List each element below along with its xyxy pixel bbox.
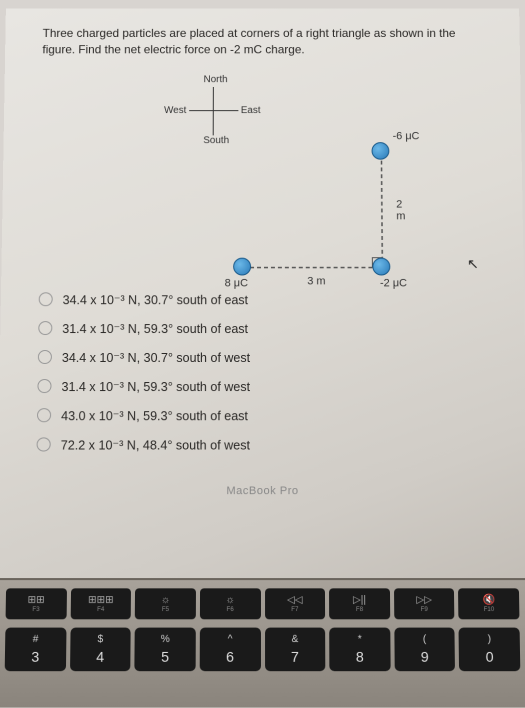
charge-top-label: -6 μC (393, 130, 420, 142)
macbook-label: MacBook Pro (0, 485, 525, 497)
option-item[interactable]: 31.4 x 10⁻³ N, 59.3° south of east (38, 321, 495, 336)
brightness-up-icon: ☼ (225, 595, 234, 606)
key-number: 7 (291, 648, 299, 665)
key-4[interactable]: $ 4 (70, 628, 131, 672)
key-symbol: * (358, 634, 362, 645)
number-key-row: # 3 $ 4 % 5 ^ 6 & 7 * 8 (0, 623, 525, 675)
option-text: 31.4 x 10⁻³ N, 59.3° south of east (62, 321, 248, 336)
fn-key-f7[interactable]: ◁◁ F7 (265, 588, 326, 619)
fn-key-f5[interactable]: ☼ F5 (135, 588, 196, 619)
triangle-lines (243, 150, 382, 268)
key-3[interactable]: # 3 (5, 628, 66, 672)
option-item[interactable]: 34.4 x 10⁻³ N, 30.7° south of west (38, 350, 495, 365)
launchpad-icon: ⊞⊞⊞ (88, 595, 114, 606)
horizontal-dimension: 3 m (307, 275, 325, 287)
option-item[interactable]: 31.4 x 10⁻³ N, 59.3° south of west (37, 379, 495, 394)
charge-bottom-right-label: -2 μC (380, 277, 407, 289)
option-item[interactable]: 43.0 x 10⁻³ N, 59.3° south of east (37, 408, 496, 423)
fn-key-label: F4 (97, 607, 104, 613)
key-symbol: ^ (228, 634, 233, 645)
paper-container: Three charged particles are placed at co… (0, 8, 525, 707)
key-symbol: & (291, 634, 298, 645)
diagram: North South East West -6 μC 8 μC -2 μC 3… (123, 72, 401, 267)
brightness-down-icon: ☼ (161, 595, 170, 606)
triangle-svg (173, 101, 402, 287)
key-6[interactable]: ^ 6 (200, 628, 261, 672)
key-symbol: # (33, 634, 39, 645)
mute-icon: 🔇 (482, 595, 495, 606)
key-0[interactable]: ) 0 (459, 628, 520, 672)
fn-key-label: F9 (421, 607, 428, 613)
fn-key-label: F7 (291, 607, 298, 613)
option-text: 72.2 x 10⁻³ N, 48.4° south of west (61, 437, 250, 452)
charge-top (371, 142, 389, 160)
radio-button[interactable] (37, 408, 51, 422)
key-symbol: ) (488, 634, 492, 645)
radio-button[interactable] (37, 379, 51, 393)
option-item[interactable]: 34.4 x 10⁻³ N, 30.7° south of east (39, 292, 495, 307)
option-text: 34.4 x 10⁻³ N, 30.7° south of east (63, 292, 249, 307)
play-pause-icon: ▷|| (353, 595, 366, 606)
rewind-icon: ◁◁ (287, 595, 303, 606)
key-number: 9 (421, 648, 429, 665)
fn-key-label: F6 (227, 607, 234, 613)
option-text: 31.4 x 10⁻³ N, 59.3° south of west (61, 379, 250, 394)
charge-bottom-left (233, 257, 251, 275)
key-number: 0 (486, 648, 494, 665)
keyboard: ⊞⊞ F3 ⊞⊞⊞ F4 ☼ F5 ☼ F6 ◁◁ F7 ▷|| F8 (0, 578, 525, 708)
option-item[interactable]: 72.2 x 10⁻³ N, 48.4° south of west (36, 437, 496, 452)
fn-key-f8[interactable]: ▷|| F8 (329, 588, 390, 619)
option-text: 34.4 x 10⁻³ N, 30.7° south of west (62, 350, 250, 365)
key-symbol: $ (98, 634, 104, 645)
radio-button[interactable] (37, 437, 51, 451)
vertical-dimension: 2 m (396, 198, 405, 222)
radio-button[interactable] (38, 321, 52, 335)
key-7[interactable]: & 7 (265, 628, 326, 672)
fn-key-f10[interactable]: 🔇 F10 (458, 588, 519, 619)
function-key-row: ⊞⊞ F3 ⊞⊞⊞ F4 ☼ F5 ☼ F6 ◁◁ F7 ▷|| F8 (0, 580, 525, 623)
key-number: 6 (226, 648, 234, 665)
mouse-cursor-icon: ↖ (467, 256, 479, 273)
charge-bottom-left-label: 8 μC (225, 277, 248, 289)
key-number: 5 (161, 648, 169, 665)
mission-control-icon: ⊞⊞ (28, 595, 45, 606)
key-number: 3 (31, 648, 39, 665)
key-symbol: % (161, 634, 170, 645)
fn-key-label: F10 (484, 607, 495, 613)
option-text: 43.0 x 10⁻³ N, 59.3° south of east (61, 408, 248, 423)
fn-key-label: F5 (162, 607, 169, 613)
key-symbol: ( (423, 634, 427, 645)
fn-key-f6[interactable]: ☼ F6 (200, 588, 261, 619)
charge-bottom-right (372, 257, 390, 275)
fn-key-f4[interactable]: ⊞⊞⊞ F4 (70, 588, 131, 619)
radio-button[interactable] (38, 350, 52, 364)
options-list: 34.4 x 10⁻³ N, 30.7° south of east 31.4 … (0, 282, 525, 476)
fast-forward-icon: ▷▷ (416, 595, 432, 606)
key-number: 4 (96, 648, 104, 665)
fn-key-f9[interactable]: ▷▷ F9 (394, 588, 455, 619)
key-5[interactable]: % 5 (135, 628, 196, 672)
compass-north-label: North (204, 74, 228, 85)
radio-button[interactable] (39, 292, 53, 306)
key-8[interactable]: * 8 (329, 628, 390, 672)
key-9[interactable]: ( 9 (394, 628, 455, 672)
question-text: Three charged particles are placed at co… (5, 8, 520, 67)
fn-key-f3[interactable]: ⊞⊞ F3 (6, 588, 67, 619)
fn-key-label: F8 (356, 607, 363, 613)
key-number: 8 (356, 648, 364, 665)
fn-key-label: F3 (32, 607, 39, 613)
